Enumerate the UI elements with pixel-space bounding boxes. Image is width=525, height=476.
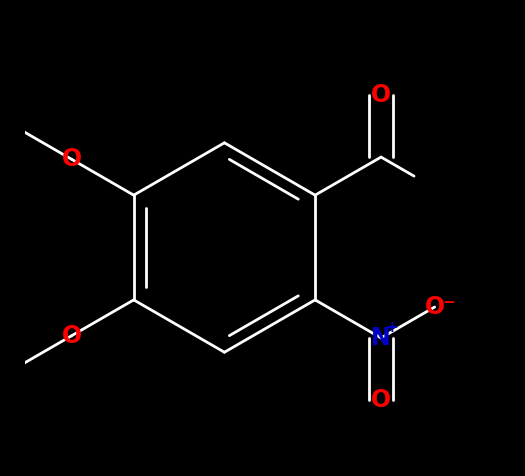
Text: O: O [425, 295, 445, 319]
Text: O: O [62, 324, 82, 347]
Text: +: + [385, 320, 398, 335]
Text: N: N [371, 326, 391, 350]
Text: O: O [62, 148, 82, 171]
Text: O: O [371, 83, 391, 107]
Text: −: − [443, 295, 455, 310]
Text: O: O [371, 388, 391, 412]
